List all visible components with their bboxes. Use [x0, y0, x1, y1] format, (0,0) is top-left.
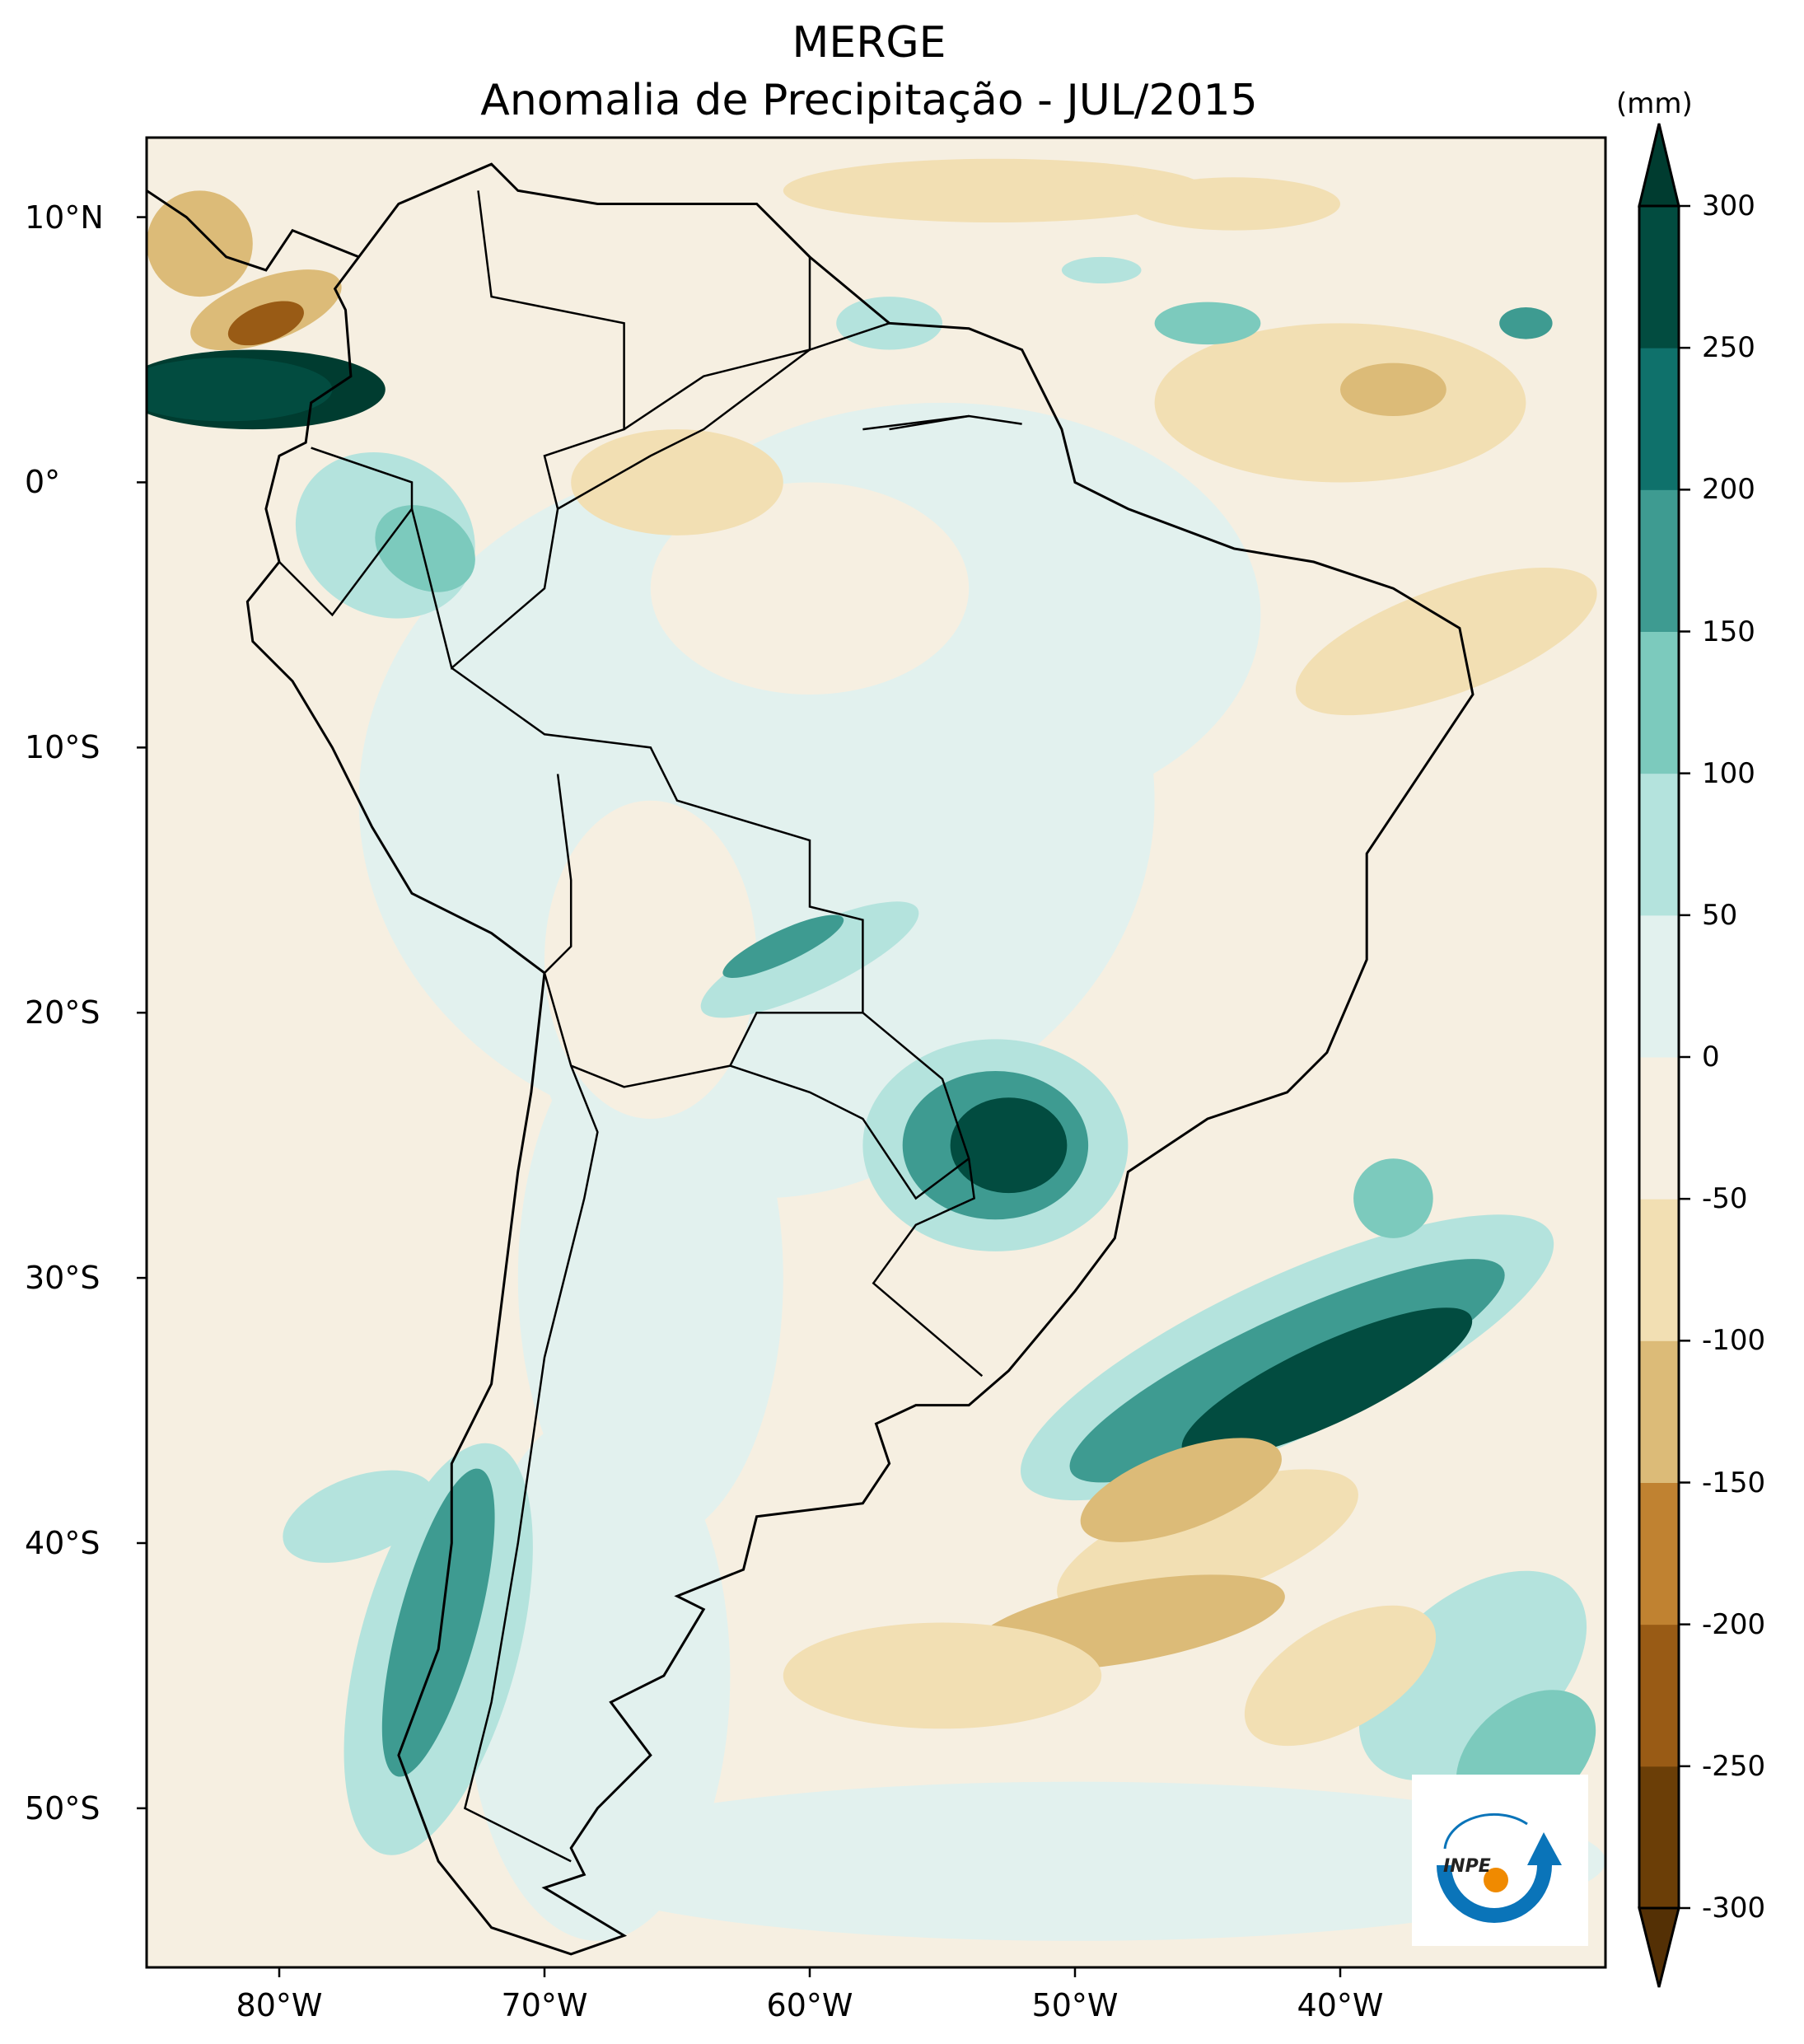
anomaly-region [650, 482, 970, 695]
lat-tick-label: 30°S [25, 1260, 100, 1297]
anomaly-region [147, 190, 253, 297]
anomaly-region [950, 1097, 1068, 1194]
colorbar-segment [1639, 1766, 1679, 1909]
country-border [889, 414, 1022, 431]
colorbar-tick-label: 0 [1702, 1041, 1720, 1073]
anomaly-region [227, 301, 304, 346]
anomaly-region [283, 1470, 435, 1563]
colorbar-tick-label: -300 [1702, 1892, 1766, 1925]
anomaly-region [1057, 1469, 1358, 1617]
colorbar-tick-label: -50 [1702, 1182, 1748, 1216]
colorbar-segment [1639, 914, 1679, 1058]
country-border [623, 256, 811, 431]
colorbar-segment [1639, 1057, 1679, 1200]
anomaly-region [1154, 323, 1526, 483]
colorbar-segment [1639, 631, 1679, 774]
anomaly-region [1353, 1158, 1433, 1238]
lon-tick-label: 60°W [766, 1987, 853, 2023]
coastline [245, 162, 1475, 1956]
lon-tick-label: 80°W [236, 1987, 323, 2023]
country-border [544, 774, 573, 974]
country-border [557, 348, 811, 510]
lon-tick-label: 40°W [1297, 1987, 1384, 2023]
colorbar-tick-label: 50 [1702, 898, 1738, 932]
colorbar-tick-label: -150 [1702, 1466, 1766, 1499]
anomaly-region [1154, 302, 1261, 345]
lon-tick-label: 70°W [501, 1987, 588, 2023]
colorbar-tick-label: -250 [1702, 1749, 1766, 1783]
anomaly-region [700, 901, 919, 1018]
colorbar-segment [1639, 773, 1679, 916]
lat-tick-label: 10°N [25, 199, 104, 236]
anomaly-region [1244, 1605, 1437, 1747]
lat-tick-label: 10°S [25, 729, 100, 766]
anomaly-region [1061, 256, 1142, 284]
anomaly-region [544, 1781, 1605, 1941]
lat-tick-label: 40°S [25, 1524, 100, 1561]
inpe-logo-icon: INPE [1437, 1812, 1562, 1923]
anomaly-region [1295, 567, 1597, 716]
anomaly-region [147, 358, 333, 422]
colorbar-extend-min [1638, 1906, 1680, 1988]
colorbar-tick-label: -200 [1702, 1607, 1766, 1641]
country-border [730, 1064, 970, 1200]
country-border [570, 1011, 863, 1088]
colorbar-tick-label: 200 [1702, 473, 1755, 507]
anomaly-region [783, 1622, 1102, 1729]
anomaly-region [544, 800, 757, 1119]
colorbar-tick-label: 300 [1702, 189, 1755, 222]
colorbar-segment [1639, 348, 1679, 490]
inpe-logo: INPE [1412, 1775, 1588, 1946]
colorbar-segment [1639, 1482, 1679, 1625]
lon-tick-label: 50°W [1031, 1987, 1119, 2023]
anomaly-region [1499, 307, 1553, 339]
lat-tick-label: 50°S [25, 1789, 100, 1827]
colorbar-extend-max [1638, 123, 1680, 208]
colorbar-tick-label: 150 [1702, 615, 1755, 648]
colorbar-tick-label: 100 [1702, 756, 1755, 790]
anomaly-region [783, 158, 1208, 223]
lat-tick-label: 20°S [25, 994, 100, 1031]
colorbar-tick-label: 250 [1702, 331, 1755, 365]
anomaly-region [1181, 1307, 1473, 1461]
colorbar-segment [1639, 489, 1679, 632]
colorbar-segment [1639, 206, 1679, 348]
anomaly-region [810, 1278, 970, 1384]
map-frame [145, 136, 1607, 1969]
country-border [410, 190, 625, 671]
anomaly-region [1128, 177, 1340, 231]
colorbar-segment [1639, 1624, 1679, 1767]
country-border [862, 414, 970, 431]
svg-text:INPE: INPE [1443, 1856, 1491, 1877]
country-border [451, 667, 984, 1377]
anomaly-region [571, 429, 783, 536]
anomaly-region [722, 914, 844, 979]
anomaly-region [1080, 1438, 1282, 1542]
colorbar-tick-label: -100 [1702, 1324, 1766, 1358]
country-border [809, 322, 890, 351]
country-border [463, 972, 599, 1863]
central-america-coastline [147, 189, 360, 272]
map-title: MERGE [792, 18, 946, 68]
lat-tick-label: 0° [25, 464, 61, 501]
map-subtitle: Anomalia de Precipitação - JUL/2015 [480, 76, 1258, 125]
anomaly-region [1340, 362, 1446, 416]
colorbar-segment [1639, 1199, 1679, 1341]
colorbar-unit: (mm) [1616, 87, 1693, 120]
anomaly-region [375, 505, 475, 592]
colorbar-segment [1639, 1340, 1679, 1483]
anomaly-region [381, 1468, 495, 1777]
